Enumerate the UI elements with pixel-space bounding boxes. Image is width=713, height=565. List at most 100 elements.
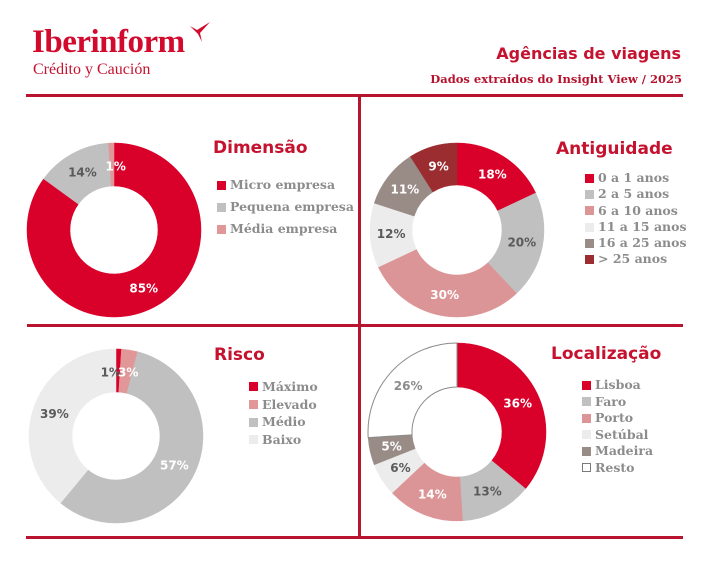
- data-label: 12%: [377, 227, 406, 241]
- legend-item: Porto: [582, 410, 653, 427]
- legend-label: Faro: [595, 393, 627, 409]
- data-label: 18%: [478, 167, 507, 181]
- top-rule: [26, 94, 683, 97]
- legend-label: 16 a 25 anos: [598, 235, 687, 251]
- legend-item: Lisboa: [582, 377, 653, 394]
- bottom-rule: [26, 536, 683, 539]
- legend-swatch: [585, 255, 594, 265]
- data-label: 9%: [428, 160, 448, 174]
- donut-dimensao: 85% 14% 1%: [26, 142, 202, 318]
- chart-legend: Micro empresa Pequena empresa Média empres…: [217, 174, 354, 240]
- legend-swatch: [217, 202, 226, 212]
- slice-resto: [367, 342, 458, 439]
- brand-logo-text: Iberinform: [32, 24, 185, 60]
- slice-micro-empresa: [26, 142, 202, 318]
- data-label: 1%: [101, 365, 121, 379]
- legend-swatch: [585, 206, 594, 216]
- legend-label: Resto: [595, 459, 635, 475]
- legend-item: 6 a 10 anos: [585, 203, 687, 219]
- legend-label: Setúbal: [595, 426, 649, 442]
- legend-swatch: [582, 380, 591, 390]
- chart-legend: Máximo Elevado Médio Baixo: [249, 378, 318, 449]
- legend-item: 0 a 1 anos: [585, 170, 687, 186]
- data-label: 3%: [118, 365, 138, 379]
- legend-item: Baixo: [249, 431, 318, 449]
- legend-label: 11 a 15 anos: [598, 218, 687, 234]
- legend-item: > 25 anos: [585, 251, 687, 267]
- legend-item: Madeira: [582, 443, 653, 460]
- legend-label: Baixo: [262, 432, 302, 448]
- brand-subtitle: Crédito y Caución: [33, 61, 151, 78]
- data-label: 30%: [430, 288, 459, 302]
- legend-label: Média empresa: [230, 221, 338, 236]
- legend-swatch: [582, 430, 591, 440]
- data-label: 14%: [418, 487, 447, 501]
- legend-swatch: [585, 222, 594, 232]
- legend-item: Resto: [582, 460, 653, 477]
- donut-risco: 1%3% 57% 39%: [28, 348, 204, 524]
- page-subtitle: Dados extraídos do Insight View / 2025: [430, 72, 682, 86]
- legend-label: Elevado: [262, 396, 317, 412]
- legend-swatch: [249, 382, 258, 392]
- slice-m-dia-empresa: [108, 142, 115, 187]
- middle-rule: [27, 324, 683, 327]
- legend-swatch: [249, 435, 258, 445]
- legend-item: 16 a 25 anos: [585, 235, 687, 251]
- data-label: 36%: [503, 396, 532, 410]
- bird-arrow-icon: [190, 22, 210, 42]
- legend-item: Médio: [249, 413, 318, 431]
- page-title: Agências de viagens: [496, 44, 681, 63]
- legend-label: Micro empresa: [230, 177, 336, 192]
- data-label: 1%: [106, 159, 126, 173]
- vertical-rule: [358, 97, 361, 538]
- legend-item: Setúbal: [582, 427, 653, 444]
- data-label: 6%: [390, 461, 410, 475]
- chart-title: Localização: [551, 344, 662, 364]
- legend-item: Pequena empresa: [217, 196, 354, 218]
- data-label: 13%: [473, 485, 502, 499]
- legend-swatch: [585, 173, 594, 183]
- donut-localizacao: 36% 13% 14% 6% 5% 26%: [367, 342, 547, 522]
- data-label: 57%: [160, 459, 189, 473]
- legend-swatch: [217, 224, 226, 234]
- legend-label: Madeira: [595, 443, 654, 458]
- legend-item: Elevado: [249, 396, 318, 414]
- legend-swatch: [582, 446, 591, 456]
- data-label: 20%: [507, 235, 536, 249]
- legend-item: Faro: [582, 394, 653, 411]
- legend-item: Média empresa: [217, 218, 354, 240]
- legend-label: Porto: [595, 410, 634, 425]
- data-label: 5%: [381, 440, 401, 454]
- legend-label: Médio: [262, 414, 306, 430]
- chart-legend: 0 a 1 anos 2 a 5 anos 6 a 10 anos 11 a 15 a…: [585, 170, 687, 268]
- chart-title: Antiguidade: [556, 139, 673, 159]
- legend-label: > 25 anos: [598, 251, 668, 267]
- data-label: 85%: [129, 281, 158, 295]
- legend-label: 0 a 1 anos: [598, 170, 670, 185]
- legend-swatch: [582, 413, 591, 423]
- legend-swatch: [585, 189, 594, 199]
- donut-antiguidade: 18% 20% 30% 12% 11% 9%: [369, 142, 545, 318]
- legend-swatch: [582, 397, 591, 407]
- legend-label: Máximo: [262, 379, 318, 394]
- data-label: 39%: [40, 407, 69, 421]
- legend-swatch: [585, 238, 594, 248]
- chart-title: Dimensão: [213, 138, 308, 158]
- legend-swatch: [582, 463, 591, 473]
- data-label: 26%: [394, 379, 423, 393]
- legend-swatch: [249, 400, 258, 410]
- slice-baixo: [28, 348, 117, 504]
- slice-25-anos: [410, 142, 458, 193]
- slice-6-a-10-anos: [377, 248, 517, 318]
- legend-label: Lisboa: [595, 377, 641, 392]
- legend-swatch: [217, 180, 226, 190]
- legend-label: 2 a 5 anos: [598, 186, 670, 202]
- legend-item: 2 a 5 anos: [585, 186, 687, 202]
- legend-swatch: [249, 417, 258, 427]
- legend-item: 11 a 15 anos: [585, 219, 687, 235]
- legend-label: 6 a 10 anos: [598, 202, 678, 218]
- slice-lisboa: [456, 342, 547, 490]
- legend-item: Máximo: [249, 378, 318, 396]
- legend-item: Micro empresa: [217, 174, 354, 196]
